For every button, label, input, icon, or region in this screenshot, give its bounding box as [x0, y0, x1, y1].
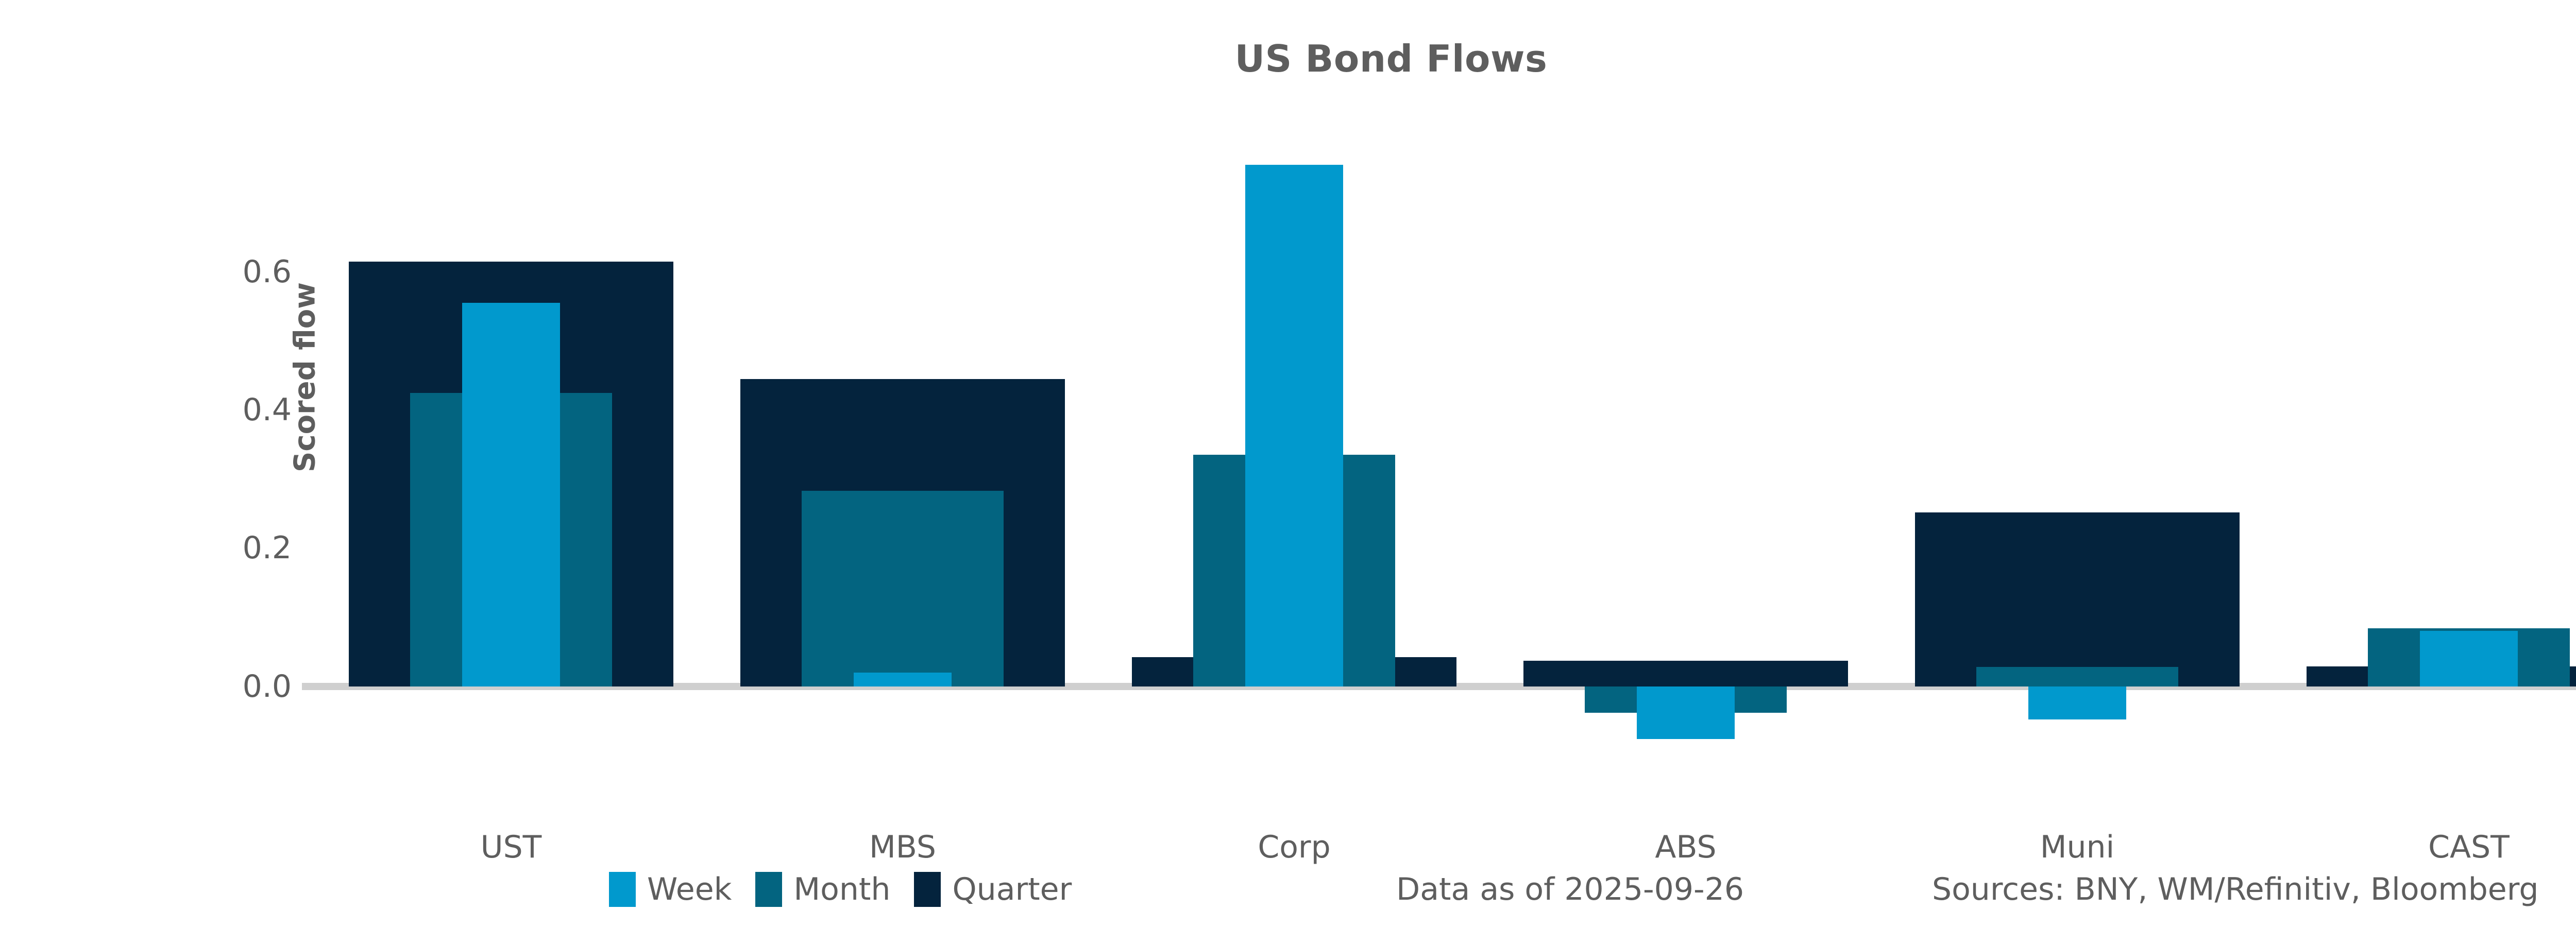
bar-group-cast: CAST [2306, 134, 2576, 865]
bar-abs-quarter[interactable] [1523, 661, 1849, 686]
y-tick-label: 0.2 [242, 530, 292, 566]
legend-swatch-week-icon [609, 872, 636, 907]
y-tick-label: 0.4 [242, 392, 292, 428]
legend-item-month[interactable]: Month [755, 871, 890, 907]
bar-group-corp: Corp [1131, 134, 1457, 865]
legend-item-quarter[interactable]: Quarter [914, 871, 1072, 907]
x-tick-label-muni: Muni [2040, 829, 2115, 865]
legend-label: Week [647, 871, 732, 907]
x-tick-label-cast: CAST [2428, 829, 2510, 865]
x-tick-label-abs: ABS [1655, 829, 1717, 865]
bar-group-mbs: MBS [740, 134, 1065, 865]
legend-swatch-month-icon [755, 872, 783, 907]
legend-label: Quarter [952, 871, 1072, 907]
bar-ust-week[interactable] [462, 303, 560, 686]
bar-muni-quarter[interactable] [1914, 512, 2240, 686]
chart-footer: Week Month Quarter Data as of 2025-09-26 S… [0, 861, 2576, 918]
legend-swatch-quarter-icon [914, 872, 941, 907]
bar-muni-week[interactable] [2028, 686, 2126, 719]
y-axis-label: Scored flow [288, 282, 322, 472]
x-tick-label-mbs: MBS [869, 829, 936, 865]
chart-legend: Week Month Quarter [609, 861, 1072, 918]
legend-label: Month [793, 871, 891, 907]
bar-group-ust: UST [348, 134, 674, 865]
data-as-of-text: Data as of 2025-09-26 [1396, 871, 1744, 907]
sources-text: Sources: BNY, WM/Refinitiv, Bloomberg [1932, 871, 2539, 907]
y-tick-label: 0.6 [242, 254, 292, 290]
bar-cast-week[interactable] [2420, 631, 2518, 686]
bar-mbs-month[interactable] [802, 491, 1004, 686]
bar-abs-week[interactable] [1637, 686, 1735, 739]
x-tick-label-ust: UST [480, 829, 542, 865]
bar-group-abs: ABS [1523, 134, 1849, 865]
bar-muni-month[interactable] [1976, 667, 2178, 686]
plot-area: Scored flow 0.0 0.2 0.4 0.6 UST MBS Corp ABS Mu… [243, 134, 2576, 865]
bar-group-muni: Muni [1914, 134, 2240, 865]
chart-title: US Bond Flows [1234, 37, 1548, 80]
bar-mbs-week[interactable] [854, 672, 952, 686]
legend-item-week[interactable]: Week [609, 871, 732, 907]
x-tick-label-corp: Corp [1258, 829, 1331, 865]
y-tick-label: 0.0 [242, 668, 292, 705]
bar-corp-week[interactable] [1245, 165, 1343, 686]
